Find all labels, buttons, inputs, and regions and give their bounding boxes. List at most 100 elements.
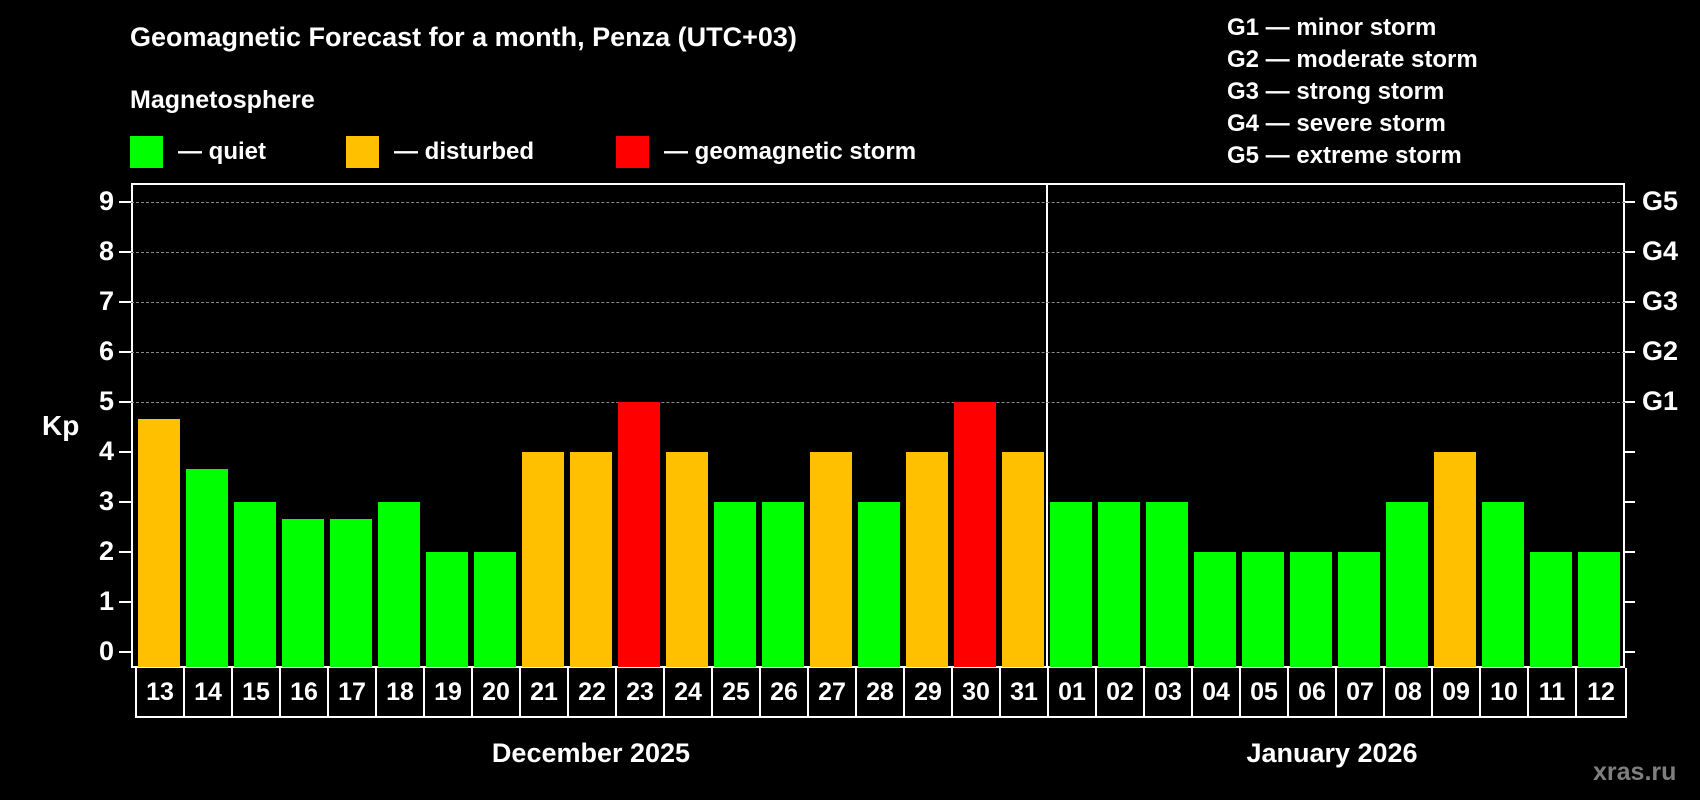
y-tick <box>119 351 131 353</box>
gridline <box>131 352 1625 353</box>
day-label: 30 <box>953 668 1001 716</box>
day-label: 24 <box>665 668 713 716</box>
day-label: 15 <box>233 668 281 716</box>
legend-item: — geomagnetic storm <box>616 135 916 168</box>
bar-quiet <box>858 502 900 667</box>
bar-quiet <box>1194 552 1236 667</box>
right-tick <box>1625 451 1635 453</box>
y-axis-label: Kp <box>42 410 80 441</box>
gridline <box>131 302 1625 303</box>
g3-legend-item: G3 — strong storm <box>1227 78 1445 105</box>
bar-quiet <box>1530 552 1572 667</box>
storm-level-label: G2 <box>1642 336 1679 366</box>
y-tick <box>119 601 131 603</box>
right-tick <box>1625 651 1635 653</box>
day-label: 28 <box>857 668 905 716</box>
storm-level-label: G4 <box>1642 236 1679 266</box>
day-label: 26 <box>761 668 809 716</box>
bar-quiet <box>234 502 276 667</box>
chart-title: Geomagnetic Forecast for a month, Penza … <box>130 22 797 52</box>
bar-quiet <box>378 502 420 667</box>
month-divider <box>1046 183 1048 668</box>
bar-disturbed <box>570 452 612 667</box>
legend-item: — disturbed <box>346 135 534 168</box>
bar-quiet <box>474 552 516 667</box>
bar-quiet <box>1290 552 1332 667</box>
day-label: 08 <box>1385 668 1433 716</box>
right-tick <box>1625 251 1635 253</box>
y-tick-label: 5 <box>98 386 114 416</box>
legend-label: — geomagnetic storm <box>664 137 917 165</box>
y-tick <box>119 551 131 553</box>
day-label: 06 <box>1289 668 1337 716</box>
day-label: 04 <box>1193 668 1241 716</box>
legend-swatch <box>130 135 163 168</box>
day-label: 12 <box>1587 677 1615 706</box>
day-label: 14 <box>185 668 233 716</box>
y-tick-label: 6 <box>98 336 114 366</box>
y-tick <box>119 651 131 653</box>
right-tick <box>1625 201 1635 203</box>
right-tick <box>1625 351 1635 353</box>
bar-quiet <box>330 518 372 667</box>
day-label: 21 <box>521 668 569 716</box>
y-tick-label: 4 <box>98 436 114 466</box>
day-label: 20 <box>473 668 521 716</box>
day-label: 22 <box>569 668 617 716</box>
bar-quiet <box>762 502 804 667</box>
storm-level-label: G1 <box>1642 386 1679 416</box>
bar-disturbed <box>1434 452 1476 667</box>
day-label: 03 <box>1145 668 1193 716</box>
bar-quiet <box>1338 552 1380 667</box>
bar-disturbed <box>522 452 564 667</box>
y-tick <box>119 251 131 253</box>
y-tick <box>119 301 131 303</box>
legend-label: — quiet <box>178 137 266 165</box>
g1-legend-item: G1 — minor storm <box>1227 14 1437 41</box>
y-tick-label: 9 <box>98 186 114 216</box>
day-label: 31 <box>1001 668 1049 716</box>
y-tick-label: 8 <box>98 236 114 266</box>
day-label: 29 <box>905 668 953 716</box>
day-label: 07 <box>1337 668 1385 716</box>
y-tick <box>119 501 131 503</box>
legend-swatch <box>616 135 649 168</box>
bar-quiet <box>1578 552 1620 667</box>
gridline <box>131 402 1625 403</box>
y-tick-label: 1 <box>98 586 114 616</box>
gridline <box>131 202 1625 203</box>
day-label: 02 <box>1097 668 1145 716</box>
bar-quiet <box>282 518 324 667</box>
storm-level-label: G3 <box>1642 286 1679 316</box>
bar-quiet <box>426 552 468 667</box>
y-tick-label: 0 <box>98 636 114 666</box>
right-tick <box>1625 551 1635 553</box>
bar-quiet <box>714 502 756 667</box>
plot-frame <box>131 183 1625 668</box>
right-tick <box>1625 301 1635 303</box>
y-tick <box>119 401 131 403</box>
legend-label: — disturbed <box>394 137 535 165</box>
day-label: 19 <box>425 668 473 716</box>
bar-disturbed <box>810 452 852 667</box>
y-tick <box>119 451 131 453</box>
legend-item: — quiet <box>130 135 266 168</box>
day-label: 17 <box>329 668 377 716</box>
day-label: 13 <box>137 668 185 716</box>
day-label: 10 <box>1481 668 1529 716</box>
g2-legend-item: G2 — moderate storm <box>1227 46 1478 73</box>
right-tick <box>1625 601 1635 603</box>
gridline <box>131 252 1625 253</box>
day-labels-row: 13 14 15 16 17 18 19 20 21 22 23 24 25 26 27 28 29 30 31 01… <box>135 668 1627 718</box>
day-label: 23 <box>617 668 665 716</box>
month-label: January 2026 <box>1246 738 1418 768</box>
y-tick-label: 7 <box>98 286 114 316</box>
y-tick <box>119 201 131 203</box>
day-label: 11 <box>1529 668 1577 716</box>
bar-quiet <box>1386 502 1428 667</box>
legend-heading: Magnetosphere <box>130 86 315 114</box>
watermark: xras.ru <box>1593 758 1677 786</box>
bar-quiet <box>1482 502 1524 667</box>
g5-legend-item: G5 — extreme storm <box>1227 142 1462 169</box>
y-tick-label: 2 <box>98 536 114 566</box>
